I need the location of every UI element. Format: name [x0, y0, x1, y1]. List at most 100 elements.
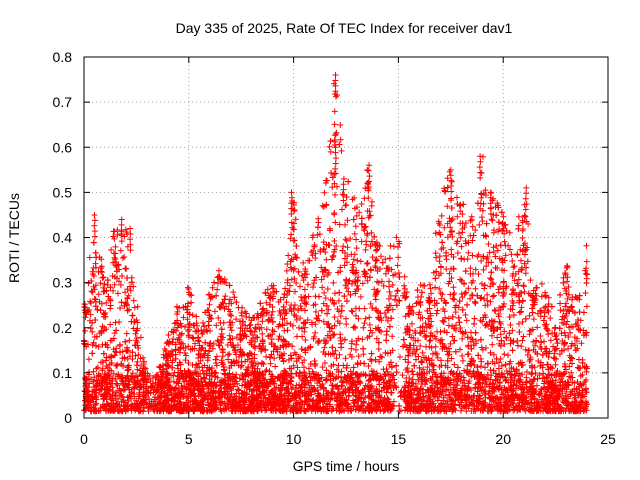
roti-point	[350, 324, 357, 331]
roti-point	[401, 285, 408, 292]
roti-point	[505, 242, 512, 249]
roti-point	[353, 245, 360, 252]
roti-point	[552, 377, 559, 384]
roti-point	[240, 376, 247, 383]
roti-point	[375, 345, 382, 352]
roti-point	[123, 330, 130, 337]
roti-point	[517, 289, 524, 296]
roti-point	[377, 253, 384, 260]
roti-point	[237, 325, 244, 332]
roti-point	[337, 313, 344, 320]
roti-point	[110, 397, 117, 404]
roti-point	[547, 315, 554, 322]
roti-point	[101, 396, 108, 403]
roti-point	[320, 404, 327, 411]
roti-point	[336, 320, 343, 327]
roti-point	[348, 280, 355, 287]
roti-point	[344, 362, 351, 369]
roti-point	[329, 184, 336, 191]
roti-point	[87, 298, 94, 305]
roti-point	[437, 373, 444, 380]
roti-point	[200, 319, 207, 326]
roti-point	[384, 317, 391, 324]
roti-point	[396, 354, 403, 361]
roti-point	[477, 363, 484, 370]
roti-point	[518, 343, 525, 350]
roti-point	[485, 240, 492, 247]
roti-point	[480, 407, 487, 414]
roti-point	[563, 321, 570, 328]
roti-point	[299, 333, 306, 340]
roti-point	[280, 343, 287, 350]
roti-point	[535, 358, 542, 365]
roti-point	[189, 312, 196, 319]
roti-point	[482, 187, 489, 194]
roti-point	[428, 344, 435, 351]
roti-point	[117, 247, 124, 254]
roti-point	[559, 313, 566, 320]
roti-point	[562, 332, 569, 339]
roti-point	[489, 358, 496, 365]
roti-point	[443, 329, 450, 336]
roti-point	[507, 321, 514, 328]
roti-point	[232, 374, 239, 381]
roti-point	[109, 273, 116, 280]
roti-point	[114, 361, 121, 368]
roti-point	[233, 351, 240, 358]
roti-point	[91, 374, 98, 381]
roti-point	[337, 334, 344, 341]
roti-point	[459, 357, 466, 364]
roti-point	[536, 390, 543, 397]
roti-point	[550, 354, 557, 361]
roti-point	[145, 403, 152, 410]
roti-point	[111, 330, 118, 337]
roti-point	[353, 341, 360, 348]
roti-point	[552, 361, 559, 368]
roti-point	[355, 378, 362, 385]
roti-point	[173, 379, 180, 386]
roti-point	[217, 406, 224, 413]
roti-point	[464, 301, 471, 308]
roti-point	[454, 249, 461, 256]
roti-point	[486, 249, 493, 256]
roti-point	[461, 367, 468, 374]
roti-point	[93, 365, 100, 372]
roti-point	[352, 290, 359, 297]
roti-point	[351, 194, 358, 201]
roti-point	[538, 280, 545, 287]
roti-point	[441, 308, 448, 315]
roti-point	[342, 315, 349, 322]
roti-point	[292, 216, 299, 223]
roti-point	[203, 327, 210, 334]
roti-point	[110, 287, 117, 294]
roti-point	[559, 386, 566, 393]
roti-point	[506, 368, 513, 375]
roti-point	[389, 333, 396, 340]
roti-point	[495, 228, 502, 235]
roti-point	[333, 355, 340, 362]
roti-point	[109, 384, 116, 391]
roti-point	[135, 351, 142, 358]
roti-point	[359, 336, 366, 343]
roti-point	[540, 361, 547, 368]
roti-point	[347, 378, 354, 385]
roti-point	[330, 279, 337, 286]
roti-point	[244, 325, 251, 332]
roti-point	[306, 402, 313, 409]
roti-point	[498, 362, 505, 369]
roti-point	[545, 331, 552, 338]
roti-point	[156, 364, 163, 371]
roti-point	[514, 342, 521, 349]
roti-point	[424, 364, 431, 371]
roti-point	[213, 353, 220, 360]
roti-point	[312, 308, 319, 315]
roti-point	[320, 239, 327, 246]
roti-point	[481, 285, 488, 292]
roti-point	[93, 376, 100, 383]
roti-point	[413, 385, 420, 392]
roti-point	[472, 227, 479, 234]
roti-point	[336, 289, 343, 296]
roti-point	[538, 308, 545, 315]
roti-point	[490, 292, 497, 299]
roti-point	[349, 261, 356, 268]
